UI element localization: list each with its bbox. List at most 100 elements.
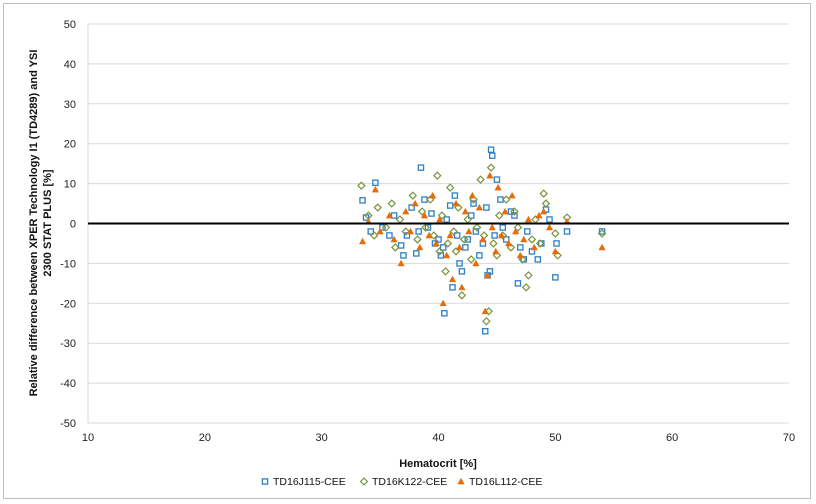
data-point-diamond	[408, 191, 418, 200]
data-point-triangle	[416, 243, 424, 251]
data-point-triangle	[402, 207, 410, 215]
data-point-diamond	[466, 255, 476, 264]
data-point-diamond	[421, 223, 430, 232]
data-point-triangle	[461, 207, 469, 215]
data-point-square	[467, 212, 475, 219]
data-point-square	[456, 260, 463, 267]
data-point-square	[493, 176, 501, 183]
data-point-square	[514, 280, 522, 287]
data-point-triangle	[376, 227, 384, 235]
data-point-triangle	[455, 243, 464, 251]
data-point-triangle	[472, 259, 480, 267]
data-point-square	[488, 152, 496, 159]
y-tick-label: 0	[70, 219, 76, 231]
data-point-triangle	[520, 235, 528, 243]
data-point-triangle	[432, 239, 440, 247]
data-point-triangle	[371, 185, 380, 193]
data-point-square	[507, 208, 515, 215]
data-point-diamond	[495, 211, 504, 220]
data-point-triangle	[452, 199, 460, 207]
data-point-square	[486, 268, 494, 275]
data-point-triangle	[429, 191, 437, 199]
data-point-diamond	[502, 195, 511, 204]
y-tick-label: 30	[64, 99, 76, 111]
data-point-diamond	[445, 183, 455, 192]
data-point-diamond	[435, 247, 444, 256]
data-point-diamond	[413, 235, 422, 244]
data-point-diamond	[454, 203, 463, 212]
data-point-square	[464, 236, 471, 243]
data-point-diamond	[417, 207, 427, 216]
data-point-triangle	[425, 231, 433, 239]
x-tick-label: 40	[432, 432, 444, 444]
data-point-square	[386, 232, 393, 239]
data-point-square	[470, 200, 477, 207]
data-point-diamond	[521, 283, 531, 292]
data-point-triangle	[436, 215, 444, 223]
y-tick-label: -50	[60, 418, 76, 430]
x-axis-tick-labels: 10 20 30 40 50 60 70	[82, 432, 795, 444]
data-point-triangle	[492, 247, 500, 255]
data-point-diamond	[553, 251, 562, 260]
data-point-triangle	[483, 271, 492, 279]
data-point-diamond	[476, 175, 485, 184]
data-point-square	[424, 224, 432, 231]
data-point-diamond	[486, 163, 496, 172]
data-point-square	[367, 228, 374, 235]
data-point-triangle	[530, 243, 538, 251]
y-tick-label: 10	[64, 179, 76, 191]
data-point-triangle	[504, 239, 513, 247]
data-point-square	[397, 242, 405, 249]
x-axis-title: Hematocrit [%]	[399, 458, 477, 470]
y-axis-title-line1: Relative difference between XPER Technol…	[28, 50, 40, 397]
data-point-triangle	[475, 203, 484, 211]
data-point-diamond	[551, 229, 560, 238]
data-point-diamond	[472, 223, 482, 232]
y-tick-label: 50	[64, 19, 76, 31]
data-point-diamond	[459, 235, 469, 244]
data-point-diamond	[449, 227, 458, 236]
data-point-diamond	[441, 267, 450, 276]
y-tick-label: 20	[64, 139, 76, 151]
data-point-triangle	[508, 191, 516, 199]
y-tick-label: -20	[60, 298, 76, 310]
data-point-diamond	[437, 211, 447, 220]
data-point-diamond	[518, 255, 527, 264]
data-point-triangle	[501, 207, 509, 215]
chart-frame	[3, 3, 811, 499]
data-point-diamond	[510, 207, 519, 216]
data-point-square	[443, 216, 450, 223]
x-tick-label: 30	[316, 432, 328, 444]
data-point-triangle	[448, 275, 457, 283]
data-point-triangle	[481, 307, 489, 315]
data-point-triangle	[479, 235, 487, 243]
legend-label: TD16J115-CEE	[273, 476, 346, 488]
data-point-square	[534, 256, 542, 263]
data-point-square	[400, 252, 407, 259]
data-point-square	[451, 192, 459, 199]
data-point-square	[476, 252, 483, 259]
data-point-diamond	[391, 243, 400, 252]
x-tick-label: 60	[666, 432, 678, 444]
data-point-square	[546, 216, 553, 223]
data-point-square	[408, 204, 415, 211]
data-point-triangle	[385, 211, 394, 219]
data-point-triangle	[516, 251, 524, 259]
data-point-triangle	[397, 259, 405, 267]
data-point-triangle	[406, 227, 415, 235]
data-point-triangle	[545, 223, 554, 231]
data-point-square	[481, 327, 489, 335]
data-point-diamond	[535, 239, 545, 248]
data-point-square	[491, 232, 498, 239]
data-point-diamond	[426, 195, 435, 204]
data-point-diamond	[469, 195, 478, 204]
data-point-triangle	[488, 223, 496, 231]
data-point-square	[453, 232, 461, 239]
data-point-triangle	[458, 283, 466, 291]
data-point-triangle	[535, 211, 543, 219]
data-point-diamond	[541, 199, 551, 208]
y-axis-tick-labels: 50 40 30 20 10 0 -10 -20 -30 -40 -50	[60, 19, 76, 430]
data-point-square	[417, 164, 425, 171]
data-point-diamond	[373, 203, 382, 212]
